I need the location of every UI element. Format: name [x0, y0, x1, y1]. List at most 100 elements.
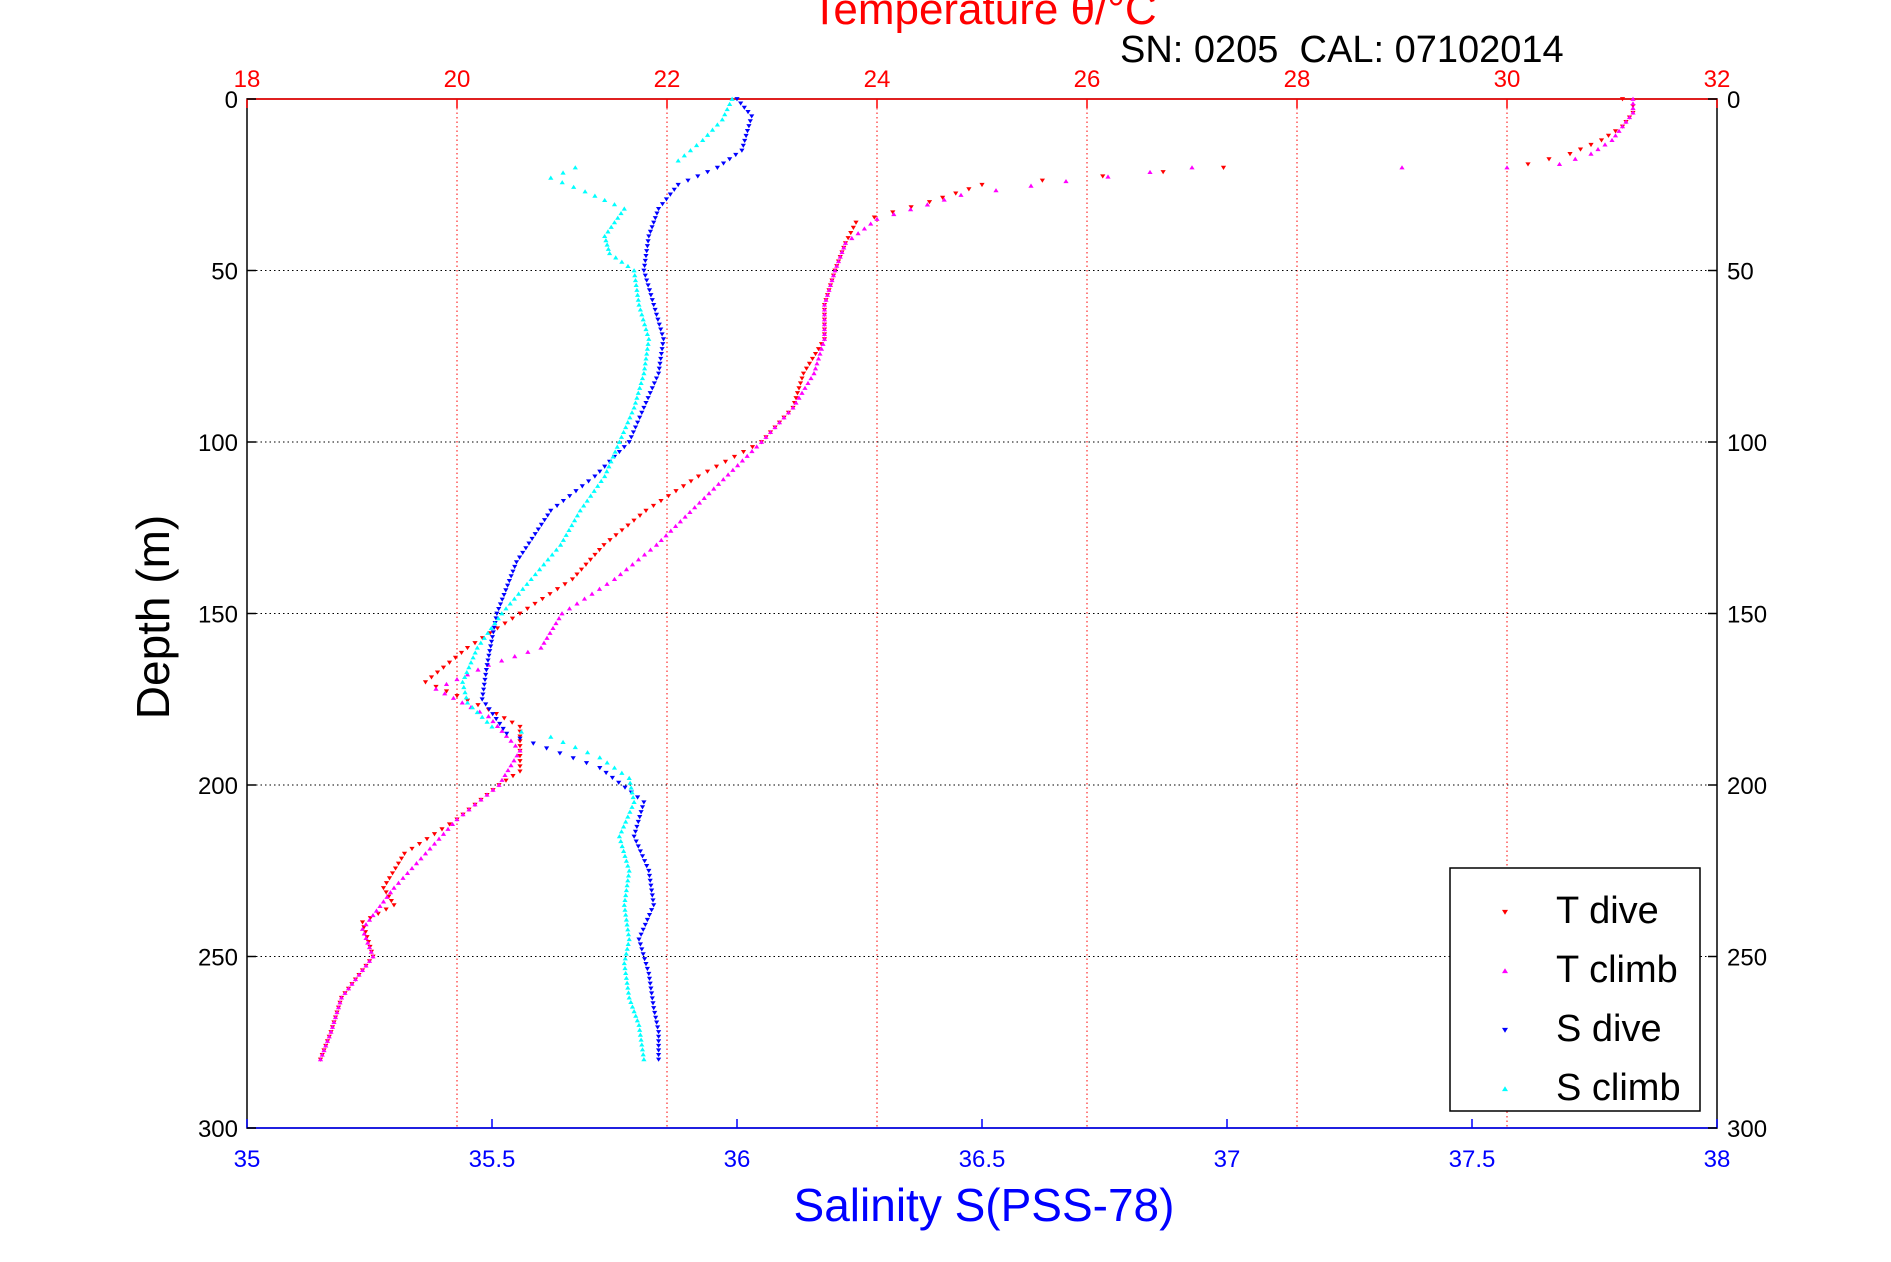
data-point [616, 439, 622, 444]
data-point [637, 513, 643, 518]
data-point [741, 105, 747, 110]
data-point [611, 765, 618, 770]
data-point [474, 709, 480, 715]
data-point [659, 202, 666, 207]
data-point [538, 645, 544, 650]
data-point [1630, 110, 1636, 115]
data-point [730, 467, 736, 472]
data-point [749, 449, 755, 454]
data-point [633, 1013, 639, 1018]
data-point [649, 225, 655, 230]
series-s-dive [479, 97, 755, 1062]
data-point [587, 557, 594, 562]
data-point [605, 229, 611, 234]
data-point [705, 170, 711, 175]
data-point [639, 410, 645, 415]
data-point [696, 500, 703, 505]
data-point [814, 361, 820, 366]
data-point [597, 766, 603, 771]
data-point [1619, 124, 1626, 129]
data-point [464, 645, 471, 651]
data-point [597, 469, 603, 474]
data-point [653, 312, 660, 317]
data-point [497, 721, 503, 727]
data-point [391, 885, 397, 890]
data-point [375, 911, 381, 916]
data-point [673, 489, 679, 494]
data-point [640, 317, 646, 322]
data-point [642, 859, 648, 864]
data-point [488, 644, 494, 649]
data-point [1623, 119, 1629, 124]
data-point [495, 616, 501, 621]
data-point [646, 234, 652, 239]
data-point [547, 592, 553, 597]
data-point [539, 596, 546, 602]
data-point [811, 371, 817, 376]
data-point [512, 654, 518, 659]
data-point [616, 834, 622, 839]
data-point [604, 760, 610, 765]
data-point [663, 197, 670, 202]
data-point [1100, 174, 1106, 179]
data-point [747, 119, 753, 124]
data-point [705, 132, 711, 137]
data-point [656, 1030, 662, 1035]
data-point [329, 1024, 336, 1029]
data-point [644, 331, 650, 337]
data-point [619, 259, 625, 264]
data-point [472, 641, 478, 646]
data-point [608, 459, 614, 464]
data-point [335, 1005, 342, 1010]
data-point [711, 486, 717, 491]
data-point [428, 675, 435, 680]
data-point [524, 581, 530, 586]
data-point [646, 336, 652, 341]
data-point [619, 528, 625, 533]
data-point [744, 453, 750, 458]
temperature-tick-label: 32 [1704, 66, 1731, 93]
data-point [644, 244, 650, 249]
temperature-tick-label: 20 [444, 66, 471, 93]
data-point [729, 96, 735, 101]
data-point [472, 650, 478, 655]
data-point [373, 908, 380, 913]
data-point [656, 366, 662, 371]
data-point [626, 995, 632, 1000]
data-point [361, 925, 367, 930]
data-point [633, 839, 639, 844]
data-point [332, 1014, 339, 1020]
data-point [632, 277, 639, 283]
data-point [324, 1038, 331, 1043]
data-point [370, 954, 376, 959]
data-point [395, 861, 402, 866]
data-point [544, 635, 550, 640]
data-point [553, 547, 559, 552]
data-point [799, 376, 805, 381]
data-point [796, 386, 802, 391]
data-point [554, 503, 560, 509]
data-point [685, 178, 691, 183]
temperature-tick-label: 18 [234, 66, 261, 93]
data-point [559, 180, 565, 185]
data-point [535, 527, 541, 532]
data-point [695, 474, 702, 479]
data-point [392, 866, 399, 871]
data-point [625, 263, 631, 269]
depth-tick-label: 300 [198, 1116, 238, 1143]
data-point [431, 841, 438, 846]
data-point [460, 812, 466, 817]
data-point [714, 122, 720, 127]
data-point [626, 868, 632, 873]
data-point [622, 907, 628, 912]
data-point [681, 153, 687, 158]
data-point [442, 691, 448, 696]
data-point [637, 307, 643, 312]
data-point [720, 161, 727, 166]
data-point [337, 1000, 343, 1005]
data-point [646, 873, 653, 878]
data-point [796, 395, 802, 400]
data-point [602, 464, 608, 469]
data-point [623, 858, 629, 863]
data-point [499, 658, 505, 663]
